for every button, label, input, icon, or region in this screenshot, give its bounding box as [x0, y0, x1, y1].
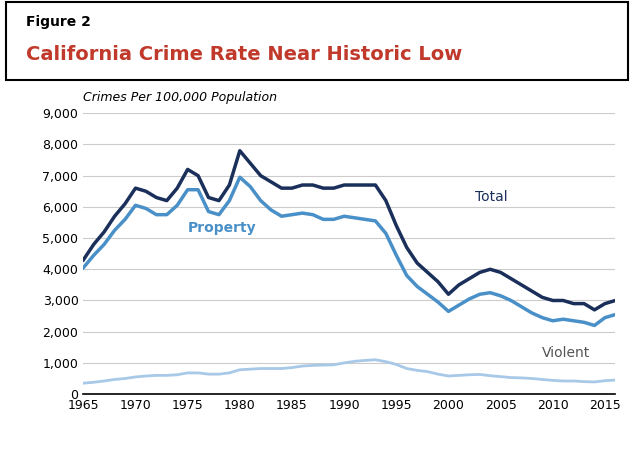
Text: Crimes Per 100,000 Population: Crimes Per 100,000 Population: [83, 91, 278, 104]
Text: California Crime Rate Near Historic Low: California Crime Rate Near Historic Low: [26, 45, 462, 64]
Text: Violent: Violent: [542, 346, 590, 360]
Text: Property: Property: [188, 221, 256, 235]
FancyBboxPatch shape: [6, 2, 628, 80]
Text: Figure 2: Figure 2: [26, 14, 90, 29]
Text: Total: Total: [474, 190, 507, 204]
